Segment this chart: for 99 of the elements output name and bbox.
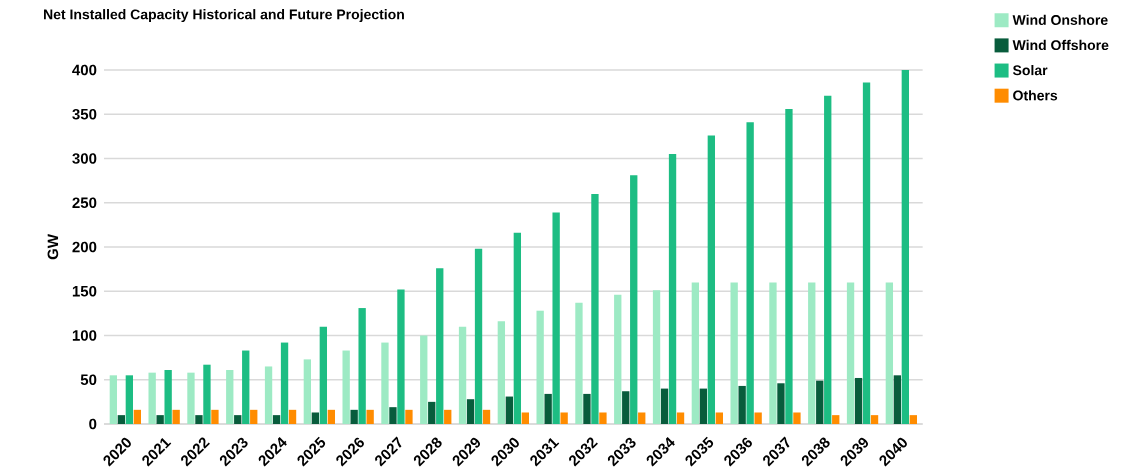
bar xyxy=(264,366,273,424)
bar xyxy=(846,282,855,424)
bar xyxy=(824,95,832,424)
bar xyxy=(428,401,436,424)
bar xyxy=(211,409,219,424)
bar xyxy=(552,212,560,424)
bar xyxy=(436,268,444,424)
bar xyxy=(591,193,599,424)
bar xyxy=(909,415,917,424)
bar xyxy=(668,154,677,424)
bar xyxy=(854,377,863,424)
y-tick-label: 0 xyxy=(89,418,97,430)
y-tick-label: 250 xyxy=(72,197,97,209)
bar xyxy=(885,282,894,424)
bar xyxy=(583,393,591,424)
bar xyxy=(622,391,630,424)
bar xyxy=(125,375,134,424)
bar xyxy=(242,350,250,424)
bar xyxy=(272,415,281,424)
legend-label: Others xyxy=(1013,90,1058,101)
bar xyxy=(319,326,328,424)
bar xyxy=(785,108,793,424)
chart-title: Net Installed Capacity Historical and Future Projection xyxy=(44,9,404,23)
bar xyxy=(148,372,156,424)
bar xyxy=(862,82,871,424)
bar xyxy=(172,409,180,424)
bar xyxy=(730,282,738,424)
bar xyxy=(599,412,607,424)
bar xyxy=(156,415,164,424)
bar xyxy=(816,380,824,424)
bar xyxy=(652,290,661,424)
bar xyxy=(187,372,195,424)
bar xyxy=(397,289,405,424)
legend-label: Wind Offshore xyxy=(1012,39,1109,51)
bar xyxy=(505,396,514,424)
bar xyxy=(699,388,708,424)
bar xyxy=(474,248,483,424)
bar xyxy=(444,409,452,424)
legend-label: Wind Onshore xyxy=(1012,14,1108,25)
y-tick-label: 50 xyxy=(80,374,97,386)
bar xyxy=(893,375,902,424)
bar xyxy=(366,409,374,424)
bar xyxy=(203,364,211,424)
bar xyxy=(832,415,840,424)
bar xyxy=(458,326,467,424)
bar xyxy=(870,415,879,424)
bar xyxy=(195,415,203,424)
bar xyxy=(638,412,646,424)
bar xyxy=(342,350,350,424)
bar xyxy=(544,393,552,424)
bar xyxy=(117,415,126,424)
bar xyxy=(777,383,785,424)
bar xyxy=(691,282,700,424)
bar xyxy=(133,409,141,424)
bar xyxy=(660,388,669,424)
y-tick-label: 200 xyxy=(72,241,97,253)
bar xyxy=(715,412,723,424)
bar xyxy=(164,370,172,424)
bar xyxy=(327,409,336,424)
bar xyxy=(311,412,320,424)
bar xyxy=(226,370,234,424)
bar xyxy=(420,335,428,424)
bar xyxy=(466,399,475,424)
bar xyxy=(521,412,529,424)
bar xyxy=(808,282,816,424)
bar xyxy=(793,412,801,424)
bar xyxy=(754,412,762,424)
bar xyxy=(389,407,397,424)
bar xyxy=(769,282,777,424)
legend-label: Solar xyxy=(1012,64,1048,76)
bar xyxy=(575,302,583,424)
bar xyxy=(280,342,289,424)
bar xyxy=(288,409,297,424)
y-tick-label: 150 xyxy=(72,285,97,297)
bar xyxy=(350,409,358,424)
bar xyxy=(109,375,118,424)
bar xyxy=(707,135,716,424)
y-tick-label: 100 xyxy=(72,330,97,341)
bar xyxy=(482,409,491,424)
bar xyxy=(536,310,544,424)
bar xyxy=(513,232,522,424)
bar xyxy=(250,409,258,424)
bar xyxy=(234,415,242,424)
bar xyxy=(497,321,506,424)
bar xyxy=(901,69,909,424)
y-tick-label: 350 xyxy=(72,108,97,120)
bar xyxy=(738,385,746,424)
y-axis-title: GW xyxy=(47,234,59,260)
bar xyxy=(676,412,685,424)
bar xyxy=(405,409,413,424)
bar xyxy=(358,308,366,424)
bar xyxy=(614,294,622,424)
bar xyxy=(746,122,754,424)
y-tick-label: 400 xyxy=(72,64,97,76)
bar xyxy=(630,175,638,424)
y-tick-label: 300 xyxy=(72,153,97,164)
bar xyxy=(303,359,312,424)
bar xyxy=(381,342,389,424)
bar xyxy=(560,412,568,424)
